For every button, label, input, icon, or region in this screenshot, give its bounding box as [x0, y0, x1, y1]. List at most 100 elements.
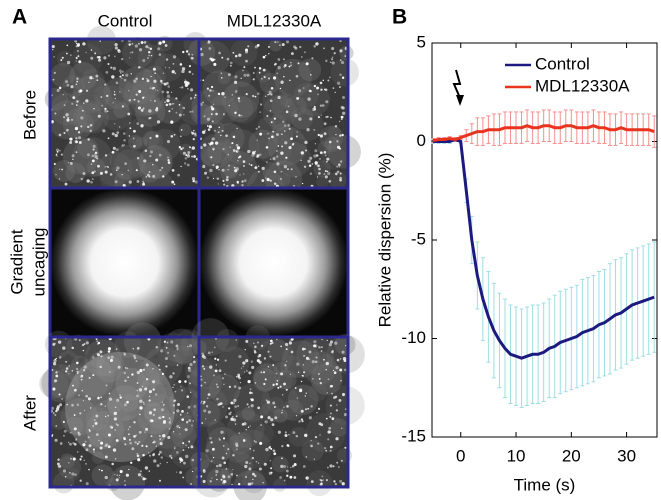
texture-blob — [298, 58, 322, 82]
texture-dot — [234, 90, 238, 93]
texture-dot — [288, 65, 291, 68]
texture-dot — [93, 419, 96, 421]
texture-dot — [123, 132, 126, 135]
texture-dot — [187, 151, 191, 155]
texture-dot — [324, 154, 327, 157]
texture-dot — [299, 388, 303, 393]
texture-dot — [115, 348, 118, 350]
texture-blob — [63, 90, 102, 129]
texture-dot — [94, 52, 97, 55]
texture-dot — [143, 159, 147, 163]
texture-dot — [341, 482, 345, 486]
texture-dot — [213, 58, 216, 61]
texture-dot — [178, 145, 182, 149]
texture-dot — [272, 364, 275, 367]
texture-dot — [107, 54, 110, 57]
texture-dot — [144, 431, 146, 433]
texture-dot — [204, 381, 206, 384]
texture-dot — [223, 461, 227, 465]
texture-dot — [248, 371, 252, 375]
row-label: Before — [20, 90, 39, 140]
texture-dot — [148, 452, 150, 454]
texture-dot — [181, 69, 185, 74]
texture-dot — [337, 163, 341, 167]
texture-dot — [54, 358, 57, 361]
texture-dot — [321, 475, 324, 478]
texture-dot — [81, 343, 85, 347]
texture-blob — [200, 144, 222, 167]
texture-dot — [314, 436, 318, 439]
texture-dot — [125, 73, 129, 77]
texture-dot — [63, 104, 66, 107]
texture-dot — [133, 79, 137, 83]
texture-dot — [269, 355, 272, 358]
texture-blob — [224, 434, 252, 463]
texture-blob — [274, 58, 312, 97]
texture-dot — [155, 107, 159, 110]
texture-dot — [184, 380, 187, 383]
texture-dot — [212, 374, 216, 377]
texture-dot — [187, 154, 190, 156]
texture-dot — [301, 56, 303, 58]
texture-dot — [93, 451, 95, 453]
texture-dot — [128, 89, 130, 92]
texture-dot — [154, 100, 156, 102]
texture-dot — [258, 467, 262, 471]
texture-dot — [98, 56, 101, 59]
texture-blob — [193, 399, 221, 427]
texture-dot — [64, 80, 69, 84]
texture-dot — [311, 57, 314, 60]
texture-blob — [290, 106, 314, 130]
texture-dot — [77, 431, 80, 434]
texture-dot — [90, 49, 93, 51]
texture-dot — [57, 340, 62, 344]
texture-dot — [133, 435, 136, 438]
texture-dot — [114, 473, 116, 476]
texture-dot — [76, 100, 79, 103]
texture-dot — [319, 81, 323, 85]
texture-dot — [190, 56, 194, 60]
texture-dot — [185, 50, 189, 53]
texture-dot — [85, 51, 87, 54]
texture-dot — [250, 164, 253, 167]
texture-dot — [185, 154, 188, 157]
texture-dot — [138, 430, 142, 434]
texture-dot — [311, 377, 314, 380]
texture-dot — [73, 414, 76, 416]
texture-dot — [247, 149, 251, 154]
texture-dot — [191, 131, 193, 133]
texture-dot — [67, 116, 70, 119]
texture-dot — [167, 159, 170, 162]
texture-dot — [272, 449, 276, 453]
texture-dot — [58, 86, 62, 90]
texture-blob — [109, 144, 145, 180]
texture-dot — [186, 154, 191, 158]
texture-dot — [66, 128, 69, 132]
texture-dot — [178, 113, 182, 117]
texture-dot — [142, 180, 144, 183]
x-tick-label: 20 — [562, 446, 581, 465]
texture-dot — [71, 118, 73, 121]
texture-dot — [96, 79, 99, 82]
texture-dot — [319, 134, 324, 138]
texture-blob — [129, 81, 164, 116]
texture-dot — [289, 340, 291, 342]
texture-dot — [153, 79, 157, 83]
texture-dot — [300, 151, 304, 155]
texture-dot — [325, 59, 328, 63]
texture-dot — [288, 127, 291, 130]
texture-dot — [53, 56, 55, 58]
texture-dot — [65, 367, 69, 370]
texture-dot — [270, 121, 273, 124]
texture-dot — [289, 475, 293, 479]
texture-dot — [107, 445, 111, 449]
texture-dot — [235, 143, 239, 147]
texture-dot — [262, 55, 266, 59]
texture-dot — [158, 53, 162, 56]
texture-blob — [53, 472, 75, 494]
texture-dot — [220, 402, 223, 405]
texture-dot — [243, 173, 245, 175]
texture-dot — [255, 127, 258, 130]
texture-dot — [325, 479, 329, 482]
texture-dot — [163, 340, 166, 343]
